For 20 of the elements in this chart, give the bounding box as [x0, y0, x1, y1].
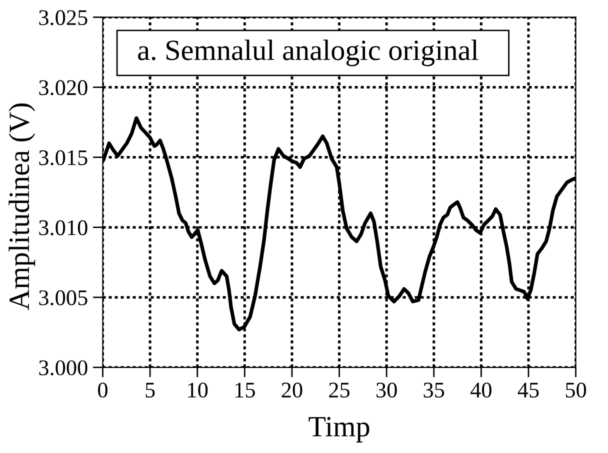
y-tick-label: 3.020	[39, 80, 88, 96]
x-tick-label: 30	[376, 382, 397, 398]
y-tick-label: 3.025	[39, 10, 88, 26]
x-axis-title: Timp	[308, 416, 370, 442]
x-tick-label: 10	[188, 382, 208, 398]
x-tick-label: 5	[146, 382, 155, 398]
x-tick-label: 15	[236, 382, 255, 398]
x-tick-label: 50	[566, 382, 586, 398]
y-tick-label: 3.005	[39, 290, 88, 306]
x-tick-label: 20	[282, 382, 302, 398]
y-axis-title: Amplitudinea (V)	[8, 104, 36, 310]
x-tick-label: 40	[470, 382, 492, 398]
y-tick-label: 3.000	[39, 360, 88, 376]
x-tick-label: 45	[518, 382, 539, 398]
x-tick-label: 35	[424, 382, 444, 398]
y-tick-label: 3.010	[39, 220, 88, 236]
x-tick-label: 0	[98, 382, 108, 398]
annotation: a. Semnalul analogic original	[138, 40, 478, 66]
y-tick-label: 3.015	[39, 150, 88, 166]
x-tick-label: 25	[329, 382, 350, 398]
